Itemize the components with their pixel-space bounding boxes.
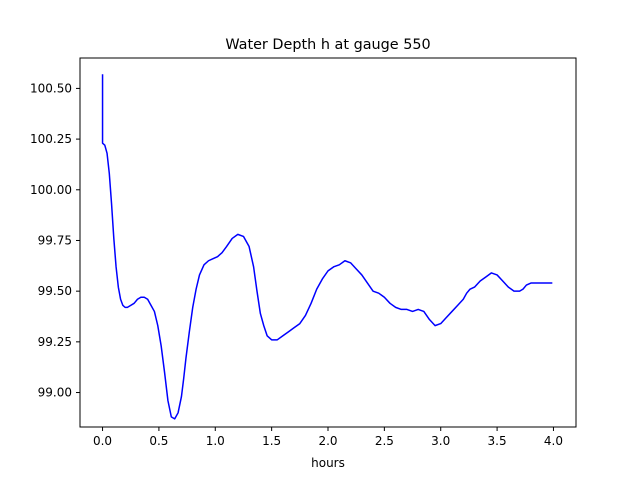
x-tick-label: 0.5	[149, 434, 168, 448]
y-axis: 99.00 99.25 99.50 99.75 100.00 100.25 100.50	[30, 81, 80, 400]
x-tick-label: 1.0	[206, 434, 225, 448]
x-axis: 0.0 0.5 1.0 1.5 2.0 2.5 3.0 3.5 4.0	[93, 427, 563, 448]
y-tick-label: 100.50	[30, 81, 72, 95]
series-line-0	[101, 74, 553, 420]
x-tick-label: 1.5	[262, 434, 281, 448]
plot-frame	[79, 57, 577, 428]
plot-area	[101, 74, 553, 420]
chart-title: Water Depth h at gauge 550	[225, 37, 430, 53]
y-tick-label: 100.00	[30, 183, 72, 197]
x-tick-label: 3.5	[488, 434, 507, 448]
y-tick-label: 99.50	[38, 284, 72, 298]
x-tick-label: 2.0	[318, 434, 337, 448]
x-tick-label: 2.5	[375, 434, 394, 448]
y-tick-label: 100.25	[30, 132, 72, 146]
x-axis-label: hours	[311, 456, 345, 470]
x-tick-label: 0.0	[93, 434, 112, 448]
y-tick-label: 99.75	[38, 233, 72, 247]
y-tick-label: 99.00	[38, 386, 72, 400]
y-tick-label: 99.25	[38, 335, 72, 349]
x-tick-label: 4.0	[544, 434, 563, 448]
x-tick-label: 3.0	[431, 434, 450, 448]
